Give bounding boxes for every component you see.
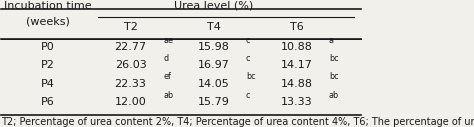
Text: 14.88: 14.88: [281, 78, 312, 89]
Text: T2: T2: [124, 22, 137, 32]
Text: ae: ae: [163, 36, 173, 45]
Text: c: c: [246, 36, 250, 45]
Text: 13.33: 13.33: [281, 97, 312, 107]
Text: T4: T4: [207, 22, 220, 32]
Text: Incubation time: Incubation time: [4, 1, 91, 11]
Text: 16.97: 16.97: [198, 60, 229, 70]
Text: 15.79: 15.79: [198, 97, 229, 107]
Text: P2: P2: [41, 60, 55, 70]
Text: P6: P6: [41, 97, 55, 107]
Text: 15.98: 15.98: [198, 42, 229, 52]
Text: (weeks): (weeks): [26, 16, 70, 26]
Text: a: a: [329, 36, 334, 45]
Text: 14.05: 14.05: [198, 78, 229, 89]
Text: 22.33: 22.33: [115, 78, 146, 89]
Text: c: c: [246, 91, 250, 100]
Text: T6: T6: [290, 22, 303, 32]
Text: 22.77: 22.77: [115, 42, 146, 52]
Text: T2; Percentage of urea content 2%, T4; Percentage of urea content 4%, T6; The pe: T2; Percentage of urea content 2%, T4; P…: [0, 117, 474, 127]
Text: c: c: [246, 54, 250, 63]
Text: P0: P0: [41, 42, 55, 52]
Text: d: d: [163, 54, 168, 63]
Text: ab: ab: [329, 91, 339, 100]
Text: 26.03: 26.03: [115, 60, 146, 70]
Text: ab: ab: [163, 91, 173, 100]
Text: 10.88: 10.88: [281, 42, 312, 52]
Text: P4: P4: [41, 78, 55, 89]
Text: 14.17: 14.17: [281, 60, 312, 70]
Text: bc: bc: [329, 73, 338, 81]
Text: bc: bc: [246, 73, 255, 81]
Text: bc: bc: [329, 54, 338, 63]
Text: ef: ef: [163, 73, 171, 81]
Text: 12.00: 12.00: [115, 97, 146, 107]
Text: Urea level (%): Urea level (%): [174, 1, 253, 11]
